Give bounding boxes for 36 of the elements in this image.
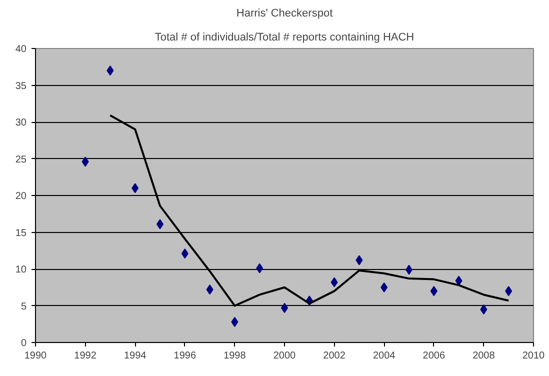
chart-subtitle: Total # of individuals/Total # reports containing HACH <box>154 32 414 44</box>
x-tick-label: 1996 <box>174 350 196 362</box>
x-tick-label: 1994 <box>124 350 147 362</box>
point <box>231 316 238 327</box>
y-tick-label: 15 <box>15 228 27 239</box>
x-tick-label: 2000 <box>273 350 296 362</box>
y-tick-label: 10 <box>15 264 27 276</box>
point <box>206 284 214 295</box>
y-tick-label: 5 <box>20 301 27 312</box>
y-tick-label: 30 <box>15 118 27 128</box>
x-tick-label: 2008 <box>472 350 496 362</box>
point <box>330 277 338 288</box>
point <box>181 248 188 259</box>
x-tick-label: 1990 <box>24 350 48 362</box>
x-tick-label: 1992 <box>74 350 97 362</box>
x-tick-label: 2002 <box>323 350 346 362</box>
y-tick-label: 25 <box>15 154 27 166</box>
y-tick-label: 20 <box>15 191 27 202</box>
point <box>380 282 388 292</box>
point <box>356 255 363 266</box>
point <box>106 66 114 76</box>
x-tick-label: 2006 <box>422 350 446 362</box>
x-tick-label: 2010 <box>522 350 546 362</box>
point <box>455 276 462 286</box>
point <box>480 304 488 314</box>
point <box>430 286 438 296</box>
point <box>132 183 139 194</box>
point <box>505 286 512 296</box>
x-tick-label: 2004 <box>372 350 396 362</box>
y-tick-label: 40 <box>15 44 27 55</box>
y-tick-label: 35 <box>15 80 27 92</box>
y-tick-label: 0 <box>20 338 27 349</box>
chart-title: Harris' Checkerspot <box>236 8 333 20</box>
point <box>256 263 264 274</box>
x-tick-label: 1998 <box>224 350 246 362</box>
point <box>82 156 89 167</box>
